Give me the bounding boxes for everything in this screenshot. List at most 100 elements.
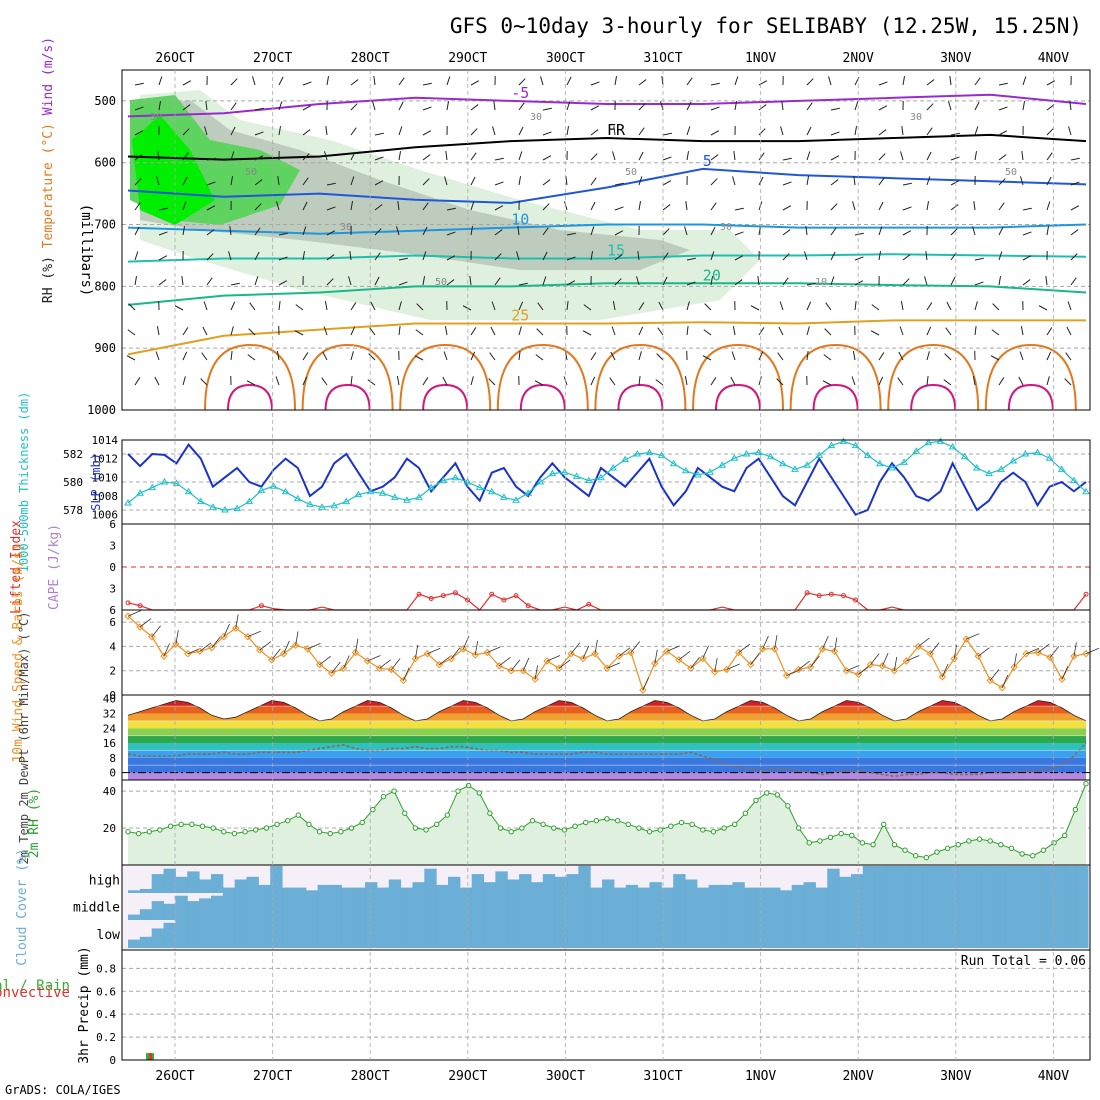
- wind-barb: [782, 253, 790, 261]
- cloud-bar: [329, 884, 342, 893]
- wind-barb: [302, 352, 309, 361]
- wind-speed-point: [711, 668, 719, 676]
- isotherm-35-dome: [812, 383, 859, 411]
- wind-barb: [830, 131, 840, 136]
- wind-barb: [804, 251, 808, 261]
- cloud-bar: [175, 920, 188, 948]
- wind-barb: [613, 126, 616, 136]
- rh-point: [912, 853, 919, 859]
- cloud-bar: [258, 893, 271, 920]
- thickness-point: [233, 504, 242, 512]
- cloud-bar: [507, 893, 520, 920]
- cloud-bar: [317, 893, 330, 920]
- wind-barb: [1070, 229, 1079, 236]
- rh-contour-label: 50: [435, 277, 447, 288]
- wind-barb: [565, 176, 568, 186]
- thickness-point: [548, 469, 557, 477]
- thickness-point: [1021, 450, 1030, 457]
- cloud-bar: [412, 893, 425, 920]
- wind-barb: [182, 128, 190, 136]
- thickness-point: [500, 493, 508, 500]
- wind-barb: [686, 301, 690, 311]
- wind-barb: [950, 204, 959, 211]
- cloud-bar: [1076, 920, 1089, 948]
- wind-speed-point: [327, 669, 336, 677]
- wind-barb: [870, 330, 880, 336]
- wind-barb: [998, 276, 1002, 286]
- cloud-bar: [459, 920, 473, 948]
- wind-speed-point: [291, 641, 300, 649]
- wind-barb: [638, 376, 641, 386]
- wind-barb: [998, 130, 1008, 136]
- rh-shade-grey: [140, 100, 690, 270]
- cloud-level-label: low: [97, 928, 121, 943]
- wind-barb: [900, 151, 904, 161]
- cloud-bar: [365, 920, 378, 948]
- wind-barb: [127, 610, 142, 617]
- panel-frame: [121, 609, 1091, 696]
- wind-barb: [926, 201, 930, 211]
- wind-speed-point: [208, 643, 216, 652]
- wind-barb: [1046, 152, 1053, 161]
- wind-barb: [307, 643, 321, 650]
- wind-barb: [594, 639, 598, 654]
- rh-point: [391, 788, 397, 794]
- wind-barb: [469, 276, 472, 286]
- wind-barb: [518, 102, 525, 111]
- wind-barb: [1046, 327, 1053, 336]
- wind-barb: [324, 301, 328, 311]
- wind-barb: [518, 351, 521, 361]
- wind-barb: [1038, 305, 1048, 311]
- wind-barb: [158, 207, 168, 211]
- thickness-point: [718, 461, 727, 468]
- wind-barb: [182, 80, 192, 86]
- rh-area: [128, 783, 1086, 865]
- cloud-bar: [1052, 920, 1065, 948]
- thickness-point: [245, 497, 254, 505]
- thickness-point: [221, 506, 229, 513]
- thickness-point: [1069, 476, 1078, 484]
- cloud-bar: [388, 920, 402, 948]
- wind-barb: [182, 351, 188, 361]
- cloud-bar: [685, 879, 698, 893]
- wind-barb: [974, 326, 977, 336]
- dewpoint-line: [127, 742, 1087, 778]
- wind-barb: [259, 641, 272, 651]
- wind-barb: [566, 256, 576, 261]
- wind-barb: [782, 181, 792, 186]
- thickness-point: [803, 461, 811, 468]
- wind-barb: [422, 178, 430, 186]
- rh-point: [1008, 845, 1015, 852]
- rh-point: [146, 829, 152, 835]
- wind-barb: [302, 201, 308, 211]
- cloud-bar: [768, 893, 781, 920]
- isotherm-35-dome: [910, 383, 957, 411]
- thickness-point: [439, 476, 448, 484]
- isotherm-5: [127, 282, 1087, 306]
- wind-speed-point: [351, 648, 360, 657]
- wind-barb: [590, 376, 596, 386]
- wind-barb: [902, 254, 911, 261]
- cloud-bar: [779, 890, 793, 893]
- wind-barb: [374, 204, 383, 211]
- rh-point: [433, 821, 440, 828]
- cloud-bar: [353, 893, 366, 920]
- wind-barb: [494, 253, 502, 261]
- wind-barb: [489, 352, 496, 361]
- cloud-bar: [305, 920, 319, 948]
- y-tick-label: 0.2: [96, 1031, 116, 1044]
- cloud-bar: [424, 893, 437, 920]
- wind-speed-point: [519, 667, 527, 675]
- cloud-bar: [1052, 893, 1065, 920]
- cloud-bar: [305, 893, 319, 920]
- rh-point: [487, 810, 493, 816]
- wind-barb: [271, 648, 281, 661]
- wind-barb: [1069, 101, 1072, 111]
- wind-barb: [494, 181, 504, 186]
- wind-barb: [1046, 80, 1056, 86]
- wind-barb: [379, 659, 391, 669]
- wind-barb: [726, 663, 740, 670]
- wind-speed-point: [699, 654, 707, 663]
- wind-barb: [1046, 128, 1054, 136]
- lifted-index-point: [586, 601, 592, 607]
